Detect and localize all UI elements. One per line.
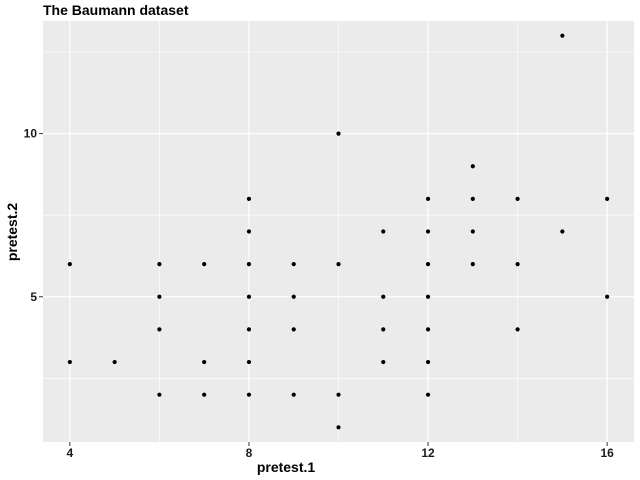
data-point — [425, 392, 431, 397]
data-point — [202, 262, 207, 267]
x-axis-ticks: 4 8 12 16 — [67, 442, 614, 460]
data-point — [202, 359, 207, 365]
data-point — [246, 196, 252, 201]
data-point — [157, 294, 162, 299]
data-point — [425, 294, 431, 299]
data-point — [67, 262, 72, 267]
data-point — [67, 359, 72, 365]
data-point — [202, 392, 207, 397]
data-point — [425, 327, 431, 332]
chart-title: The Baumann dataset — [43, 2, 189, 18]
data-point — [605, 196, 610, 201]
data-point — [560, 229, 565, 234]
data-point — [515, 196, 520, 201]
data-point — [605, 294, 610, 299]
data-point — [246, 229, 252, 234]
x-tick-label: 4 — [67, 446, 74, 460]
x-tick-label: 12 — [421, 446, 435, 460]
data-point — [381, 327, 386, 332]
data-point — [157, 392, 162, 397]
data-point — [425, 229, 431, 234]
data-point — [157, 262, 162, 267]
data-point — [246, 359, 252, 365]
grid-lines — [43, 21, 634, 442]
data-point — [470, 196, 475, 201]
data-point — [425, 262, 431, 267]
data-point — [246, 392, 252, 397]
data-point — [336, 425, 341, 430]
x-axis-title: pretest.1 — [257, 459, 316, 475]
data-point — [291, 327, 296, 332]
data-point — [246, 294, 252, 299]
data-point — [336, 392, 341, 397]
data-point — [246, 262, 252, 267]
data-point — [470, 229, 475, 234]
data-point — [381, 229, 386, 234]
data-point — [560, 33, 565, 38]
data-points — [67, 33, 610, 430]
y-tick-label: 10 — [24, 127, 38, 141]
x-tick-label: 16 — [600, 446, 614, 460]
data-point — [336, 131, 341, 136]
y-tick-label: 5 — [30, 290, 37, 304]
data-point — [470, 262, 475, 267]
data-point — [425, 359, 431, 365]
data-point — [291, 262, 296, 267]
data-point — [470, 164, 475, 169]
data-point — [381, 294, 386, 299]
data-point — [157, 327, 162, 332]
data-point — [515, 262, 520, 267]
data-point — [515, 327, 520, 332]
x-tick-label: 8 — [246, 446, 253, 460]
data-point — [246, 327, 252, 332]
data-point — [112, 359, 117, 365]
y-axis-ticks: 5 10 — [24, 127, 43, 304]
data-point — [381, 359, 386, 365]
y-axis-title: pretest.2 — [4, 203, 20, 262]
data-point — [425, 196, 431, 201]
data-point — [291, 294, 296, 299]
data-point — [291, 392, 296, 397]
data-point — [336, 262, 341, 267]
